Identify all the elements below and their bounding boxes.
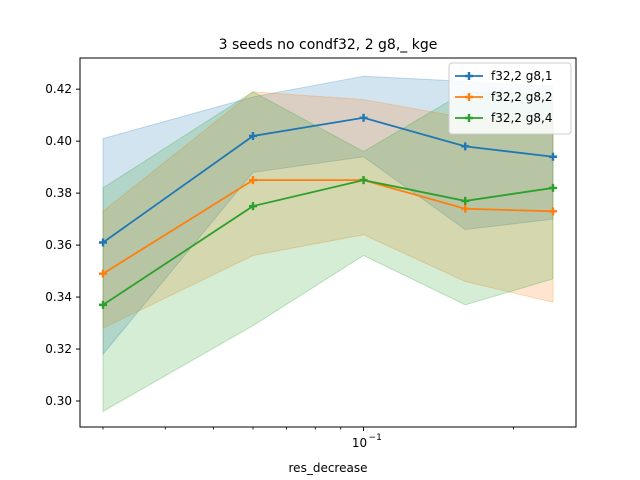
point-series-3-1 (99, 300, 107, 309)
band-series-1 (102, 75, 554, 356)
y-axis: 0.30 0.32 0.34 0.36 0.38 0.40 0.42 (45, 82, 80, 408)
legend-marker-3 (465, 114, 473, 122)
x-tick-exponent-1: −1 (369, 433, 382, 443)
confidence-bands (102, 75, 554, 413)
point-series-1-1 (99, 238, 107, 247)
legend-label-3: f32,2 g8,4 (491, 111, 552, 125)
band-series-2 (102, 91, 554, 330)
point-series-1-3 (359, 113, 368, 122)
point-series-2-4 (461, 204, 470, 213)
legend-label-1: f32,2 g8,1 (491, 69, 552, 83)
chart-title: 3 seeds no condf32, 2 g8,_ kge (219, 37, 438, 53)
point-series-1-2 (249, 131, 257, 140)
band-series-3 (102, 91, 554, 413)
y-tick-label-5: 0.38 (45, 186, 72, 200)
series-markers (99, 113, 557, 309)
y-tick-label-3: 0.34 (45, 290, 72, 304)
point-series-3-3 (359, 176, 368, 185)
point-series-3-4 (461, 196, 470, 205)
legend-box (448, 62, 572, 135)
legend-marker-2 (465, 93, 473, 101)
point-series-2-5 (549, 207, 557, 216)
x-tick-label-1: 10 (352, 436, 367, 450)
point-series-2-2 (249, 176, 257, 185)
y-tick-label-4: 0.36 (45, 238, 72, 252)
y-tick-label-2: 0.32 (45, 342, 72, 356)
point-series-3-5 (549, 183, 557, 192)
x-axis-label: res_decrease (289, 461, 368, 475)
legend-marker-1 (465, 72, 473, 80)
legend: f32,2 g8,1 f32,2 g8,2 f32,2 g8,4 (448, 62, 572, 135)
point-series-1-4 (461, 142, 470, 151)
x-axis: 10 −1 (102, 427, 514, 450)
y-tick-label-7: 0.42 (45, 82, 72, 96)
legend-label-2: f32,2 g8,2 (491, 90, 552, 104)
point-series-2-1 (99, 269, 107, 278)
plot-frame (79, 57, 577, 428)
point-series-3-2 (249, 202, 257, 211)
y-tick-label-1: 0.30 (45, 394, 72, 408)
point-series-1-5 (549, 152, 557, 161)
y-tick-label-6: 0.40 (45, 134, 72, 148)
